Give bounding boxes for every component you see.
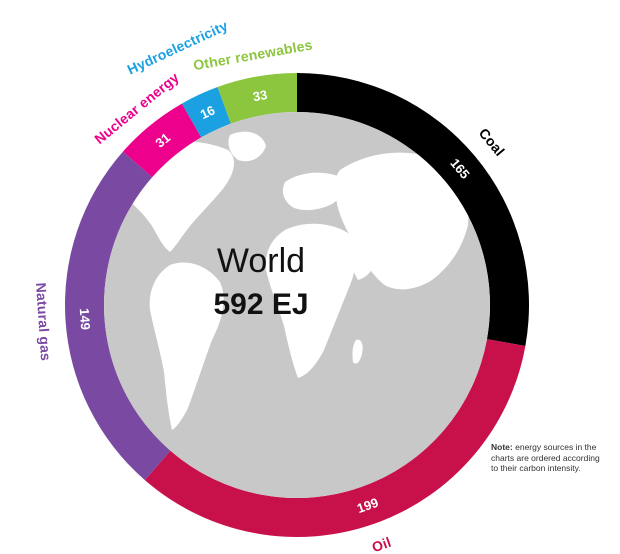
- category-label-other-renewables: Other renewables: [192, 36, 314, 73]
- continent-africa: [265, 223, 357, 378]
- segment-coal: [297, 73, 529, 346]
- continent-europe: [282, 172, 344, 211]
- segment-oil: [144, 339, 526, 537]
- continent-madagascar: [352, 339, 363, 364]
- continent-arabia: [350, 242, 378, 280]
- center-value: 592 EJ: [213, 288, 308, 321]
- note-label: Note:: [491, 442, 513, 452]
- category-label-natural-gas: Natural gas: [33, 282, 54, 361]
- center-title: World: [217, 242, 305, 280]
- value-label-natural-gas: 149: [77, 308, 93, 331]
- category-label-oil: Oil: [370, 534, 394, 554]
- segment-hydroelectricity: [181, 87, 231, 138]
- category-label-coal: Coal: [476, 125, 508, 159]
- segments-group: [64, 73, 529, 537]
- segment-natural-gas: [64, 151, 171, 481]
- note-text: energy sources in the charts are ordered…: [491, 442, 600, 473]
- segment-nuclear-energy: [123, 103, 202, 178]
- world-map: [123, 131, 469, 430]
- segment-other-renewables: [217, 73, 297, 124]
- continent-greenland: [228, 131, 266, 162]
- value-label-other-renewables: 33: [252, 87, 269, 104]
- chart-note: Note: energy sources in the charts are o…: [491, 442, 609, 474]
- continent-south-america: [149, 262, 224, 430]
- value-label-hydroelectricity: 16: [198, 102, 217, 122]
- value-label-oil: 199: [355, 495, 380, 516]
